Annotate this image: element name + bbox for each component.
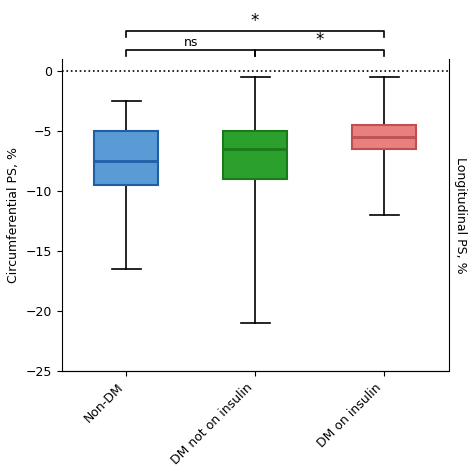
Y-axis label: Circumferential PS, %: Circumferential PS, % [7,147,20,283]
Bar [94,131,158,185]
Text: *: * [315,31,324,49]
Text: *: * [251,12,259,30]
Y-axis label: Longitudinal PS, %: Longitudinal PS, % [454,157,467,273]
Bar [223,131,287,179]
Bar [352,125,416,149]
Text: ns: ns [183,36,198,49]
